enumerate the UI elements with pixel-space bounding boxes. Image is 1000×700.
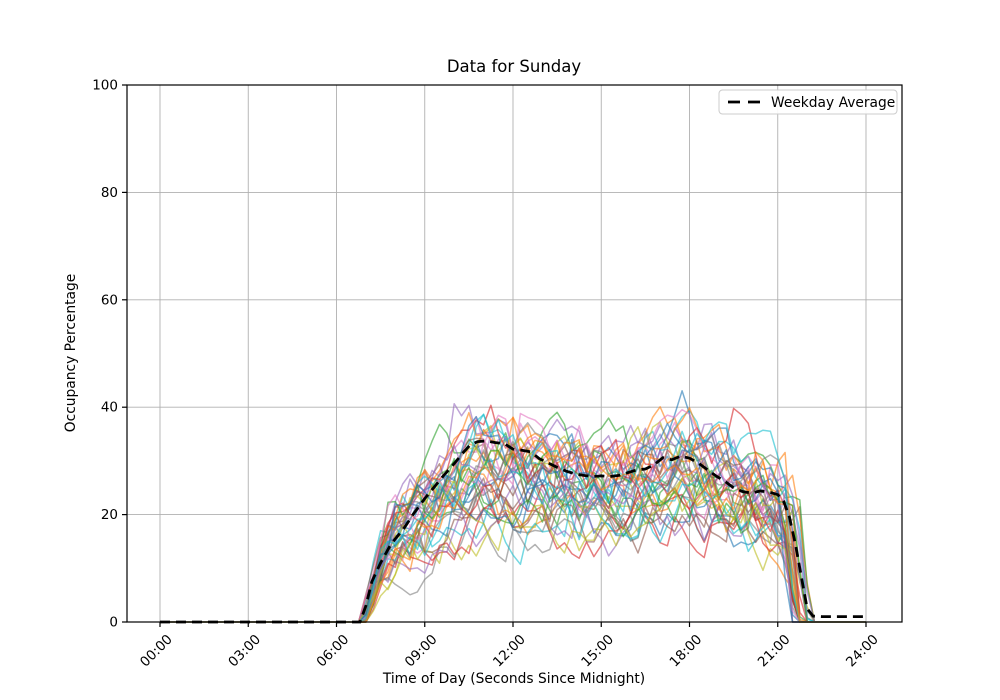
x-tick-label: 24:00 (843, 632, 882, 671)
x-tick-labels: 00:00 03:00 06:00 09:00 12:00 15:00 18:00 21:00… (137, 632, 882, 671)
legend-entry-label: Weekday Average (771, 95, 895, 111)
y-tick-label: 0 (109, 615, 118, 631)
grid-lines (127, 84, 902, 623)
weekday-average-line (160, 439, 866, 624)
x-tick-label: 12:00 (490, 632, 529, 671)
x-tick-label: 00:00 (137, 632, 176, 671)
y-tick-label: 60 (101, 292, 118, 308)
x-tick-label: 15:00 (578, 632, 617, 671)
y-tick-label: 40 (101, 400, 118, 416)
x-tick-label: 03:00 (225, 632, 264, 671)
y-tick-label: 80 (101, 185, 118, 201)
legend-box (718, 89, 898, 115)
x-tick-label: 06:00 (314, 632, 353, 671)
legend: Weekday Average (718, 89, 898, 115)
y-tick-labels: 0 20 40 60 80 100 (92, 78, 118, 631)
x-tick-label: 09:00 (402, 632, 441, 671)
axis-ticks (122, 84, 867, 627)
x-tick-label: 18:00 (667, 632, 706, 671)
plot-border (126, 84, 903, 623)
x-axis-label: Time of Day (Seconds Since Midnight) (382, 671, 645, 687)
chart-title: Data for Sunday (447, 57, 582, 76)
x-tick-label: 21:00 (755, 632, 794, 671)
weekday-average-path (160, 439, 866, 624)
y-tick-label: 20 (101, 507, 118, 523)
y-axis-label: Occupancy Percentage (63, 274, 79, 432)
day-trace-lines (160, 390, 866, 623)
axes-spines (126, 84, 903, 623)
y-tick-label: 100 (92, 78, 118, 94)
